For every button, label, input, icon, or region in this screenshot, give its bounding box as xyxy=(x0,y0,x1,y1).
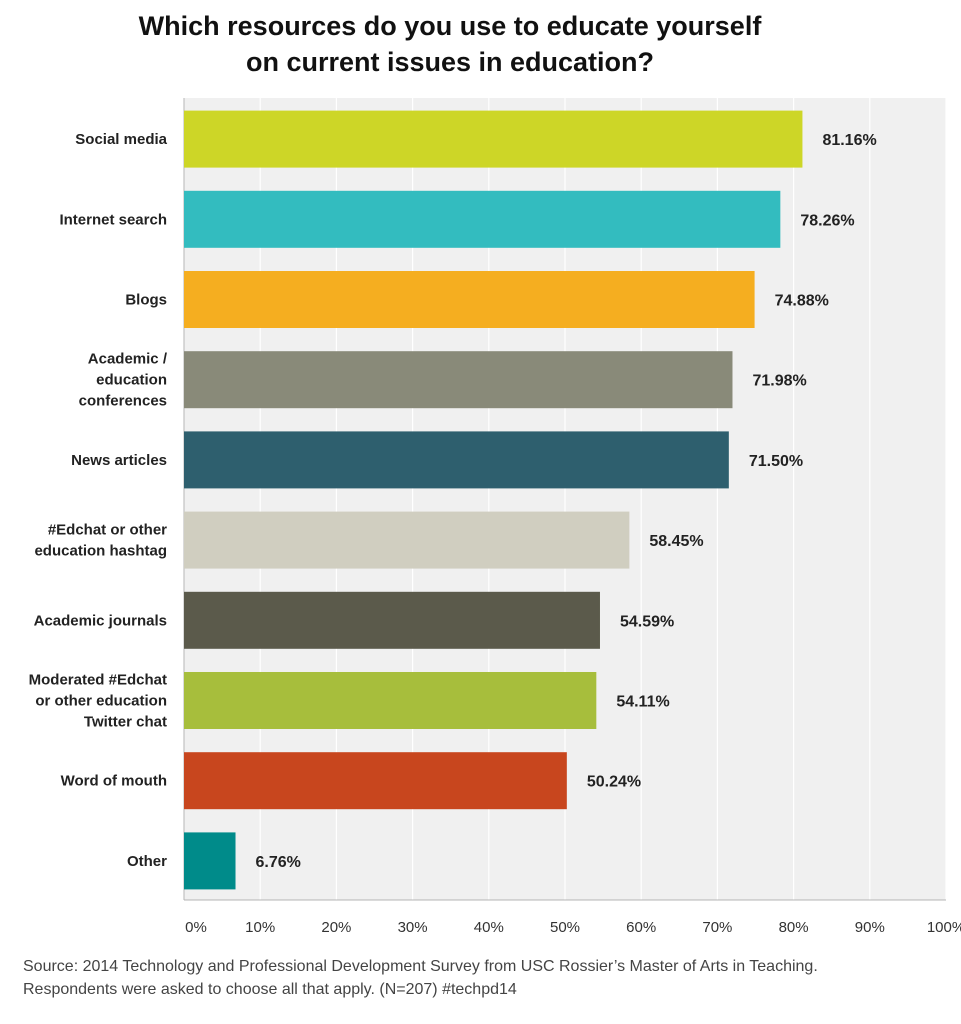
category-label-line: #Edchat or other xyxy=(48,522,167,539)
bar xyxy=(184,752,567,810)
x-tick-label: 30% xyxy=(398,919,428,936)
bar xyxy=(184,511,630,569)
category-label: Internet search xyxy=(59,211,167,228)
x-tick-label: 50% xyxy=(550,919,580,936)
x-tick-label: 80% xyxy=(779,919,809,936)
bar-value-label: 54.59% xyxy=(620,613,674,630)
category-label-line: education hashtag xyxy=(34,543,167,560)
bar-value-label: 78.26% xyxy=(800,212,854,229)
bar xyxy=(184,110,803,168)
bar xyxy=(184,591,600,649)
x-tick-label: 20% xyxy=(321,919,351,936)
category-label-line: Academic / xyxy=(88,351,168,368)
bar-value-label: 58.45% xyxy=(649,533,703,550)
bar xyxy=(184,431,729,489)
x-tick-label: 10% xyxy=(245,919,275,936)
bar-value-label: 71.98% xyxy=(752,373,806,390)
bar-value-label: 81.16% xyxy=(822,132,876,149)
category-label: News articles xyxy=(71,452,167,469)
source-note: Source: 2014 Technology and Professional… xyxy=(23,955,943,1001)
category-label: Academic / education conferences xyxy=(79,351,168,410)
category-label-line: or other education xyxy=(35,693,167,710)
category-label-line: Blogs xyxy=(125,292,167,309)
bar xyxy=(184,351,733,409)
category-label-line: Word of mouth xyxy=(61,773,167,790)
category-label-line: Twitter chat xyxy=(84,714,167,731)
x-tick-label: 0% xyxy=(185,919,207,936)
category-label: Blogs xyxy=(125,292,167,309)
category-label-line: Social media xyxy=(75,131,167,148)
category-label-line: conferences xyxy=(79,393,167,410)
bar-value-label: 71.50% xyxy=(749,453,803,470)
source-line1: Source: 2014 Technology and Professional… xyxy=(23,958,818,975)
category-label: Academic journals xyxy=(34,612,167,629)
category-label-line: Other xyxy=(127,853,167,870)
bar-value-label: 6.76% xyxy=(256,854,301,871)
x-tick-label: 90% xyxy=(855,919,885,936)
bar xyxy=(184,190,781,248)
bar xyxy=(184,672,597,729)
x-tick-label: 60% xyxy=(626,919,656,936)
x-tick-label: 40% xyxy=(474,919,504,936)
x-tick-label: 70% xyxy=(702,919,732,936)
chart-title-line2: on current issues in education? xyxy=(245,47,655,77)
source-line2: Respondents were asked to choose all tha… xyxy=(23,981,517,998)
category-label: Moderated #Edchat or other education Twitt… xyxy=(29,672,167,731)
category-label-line: Moderated #Edchat xyxy=(29,672,167,689)
category-label-line: News articles xyxy=(71,452,167,469)
category-label: Other xyxy=(127,853,167,870)
bar-value-label: 74.88% xyxy=(775,293,829,310)
chart-title: Which resources do you use to educate yo… xyxy=(0,8,900,80)
category-label-line: Internet search xyxy=(59,211,167,228)
category-label: Word of mouth xyxy=(61,773,167,790)
x-tick-label: 100% xyxy=(927,919,961,936)
bar xyxy=(184,832,236,890)
bar xyxy=(184,271,755,328)
bar-value-label: 50.24% xyxy=(587,774,641,791)
bar-value-label: 54.11% xyxy=(616,694,669,711)
chart-title-line1: Which resources do you use to educate yo… xyxy=(138,11,762,41)
category-label-line: education xyxy=(96,372,167,389)
bar-chart: 0% 10% 20% 30% 40% 50% 60% 70% 80% 90% 100% 81.16% S… xyxy=(29,98,961,936)
category-label: #Edchat or other education hashtag xyxy=(34,522,167,560)
category-label: Social media xyxy=(75,131,167,148)
category-label-line: Academic journals xyxy=(34,612,167,629)
